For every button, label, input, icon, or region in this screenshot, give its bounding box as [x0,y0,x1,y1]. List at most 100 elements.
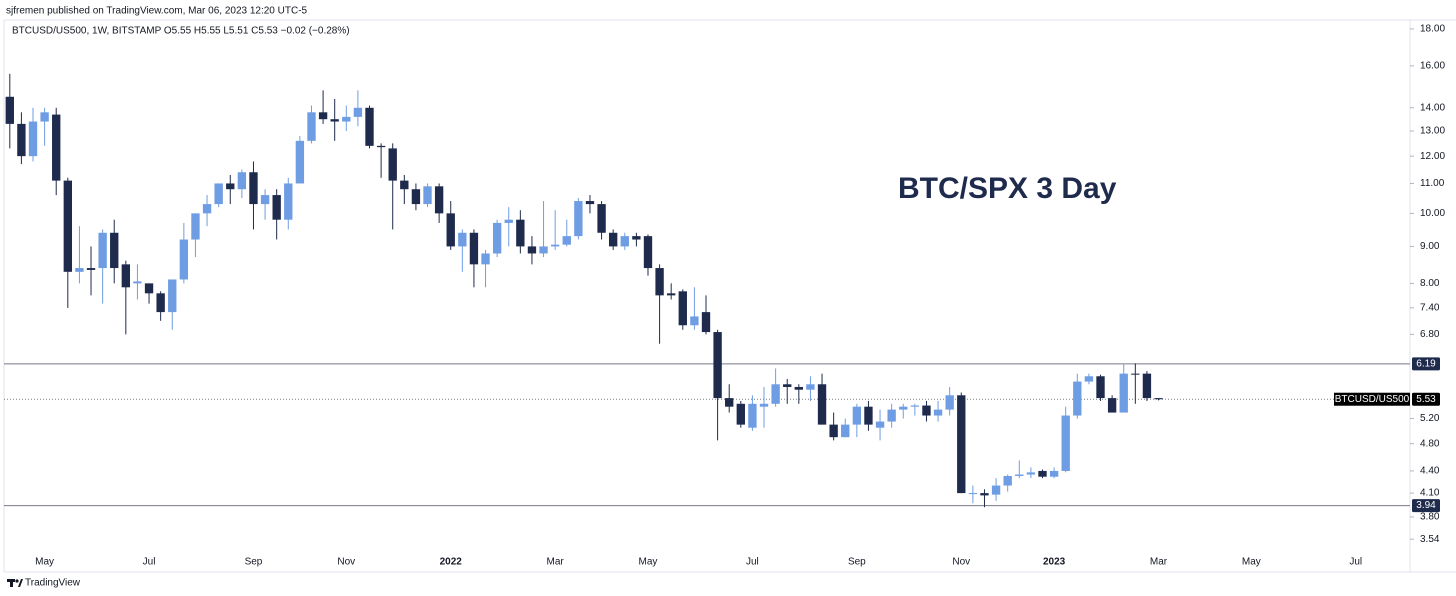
candle-body [991,485,1001,495]
y-tick-label: 14.00 [1420,102,1445,113]
candle-body [388,148,397,181]
candle-body [214,183,223,205]
y-tick-label: 6.80 [1420,329,1440,340]
y-tick-label: 4.10 [1420,488,1440,499]
price-label-box [1412,392,1440,406]
candle-body [620,236,629,247]
y-tick-label: 3.80 [1420,512,1440,523]
candle-body [539,246,548,254]
series-name-box [1334,392,1410,406]
candle-body [968,493,978,495]
candle-body [771,384,780,404]
price-label: 3.94 [1416,500,1436,511]
candle-body [226,183,235,190]
y-tick-label: 18.00 [1420,24,1445,35]
candle-body [945,395,954,410]
candle-body [318,112,328,120]
candle-body [179,239,189,280]
x-tick-label: 2022 [440,557,463,568]
candle-body [133,281,142,284]
candle-body [86,268,96,270]
candle-body [237,172,247,190]
candle-body [1154,398,1163,400]
logo [7,579,23,587]
candle-body [725,398,734,407]
x-tick-label: Sep [245,557,263,568]
candle-body [330,119,339,122]
candle-body [52,114,61,181]
candle-body [191,213,200,240]
candle-body [1107,398,1117,413]
y-tick-label: 8.00 [1420,278,1440,289]
y-tick-label: 11.00 [1420,178,1445,189]
candle-body [1119,373,1128,413]
candle-body [63,180,72,272]
candle-body [1073,381,1082,416]
y-tick-label: 7.40 [1420,302,1440,313]
candle-body [446,213,455,247]
candle-body [783,384,792,387]
candle-body [434,186,444,214]
candle-body [678,291,687,326]
x-tick-label: Jul [746,557,759,568]
candle-body [713,332,722,399]
candle-body [574,201,583,237]
x-tick-label: Mar [547,557,565,568]
y-tick-label: 10.00 [1420,208,1445,219]
candle-body [481,253,490,265]
candle-body [1015,474,1024,476]
x-tick-label: Jul [1349,557,1362,568]
x-tick-label: May [1242,557,1261,568]
candle-body [272,195,281,220]
candle-body [121,264,131,288]
candle-body [597,204,606,233]
candle-body [910,405,920,407]
candle-body [307,112,316,141]
candle-body [168,279,177,313]
candle-body [492,222,502,254]
candle-body [841,424,850,438]
candle-body [98,232,107,269]
y-tick-label: 9.00 [1420,241,1440,252]
y-tick-label: 4.80 [1420,438,1440,449]
candle-body [933,409,943,416]
candle-body [655,268,664,296]
x-tick-label: Nov [952,557,970,568]
candle-body [110,232,119,269]
candle-body [1038,470,1047,477]
candle-body [40,112,49,122]
candle-body [701,312,711,333]
candle-body [527,246,537,254]
x-tick-label: May [639,557,658,568]
candle-body [864,406,873,425]
x-tick-label: May [35,557,54,568]
candle-body [1026,472,1036,475]
candle-body [17,123,26,157]
candle-body [875,421,885,428]
header: sjfremen published on TradingView.com, M… [6,6,308,17]
candle-body [1049,470,1059,477]
candle-body [295,140,305,184]
candle-body [469,232,479,265]
candle-body [1084,376,1094,382]
candle-body [516,219,525,247]
candle-body [1096,376,1105,399]
candle-body [284,183,293,220]
candle-body [249,172,258,205]
candle-body [1061,415,1070,471]
candle-body [806,384,815,390]
candle-body [458,232,467,247]
candle-body [736,403,745,425]
candle-body [690,316,699,326]
price-label-box [1412,357,1440,371]
x-tick-label: Jul [143,557,156,568]
series-name: BTCUSD/US500 [1335,394,1410,405]
candle-body [342,116,351,122]
candle-body [423,186,432,205]
y-tick-label: 12.00 [1420,151,1445,162]
candle-body [202,204,212,214]
candle-body [667,293,676,296]
candle-body [504,219,513,223]
